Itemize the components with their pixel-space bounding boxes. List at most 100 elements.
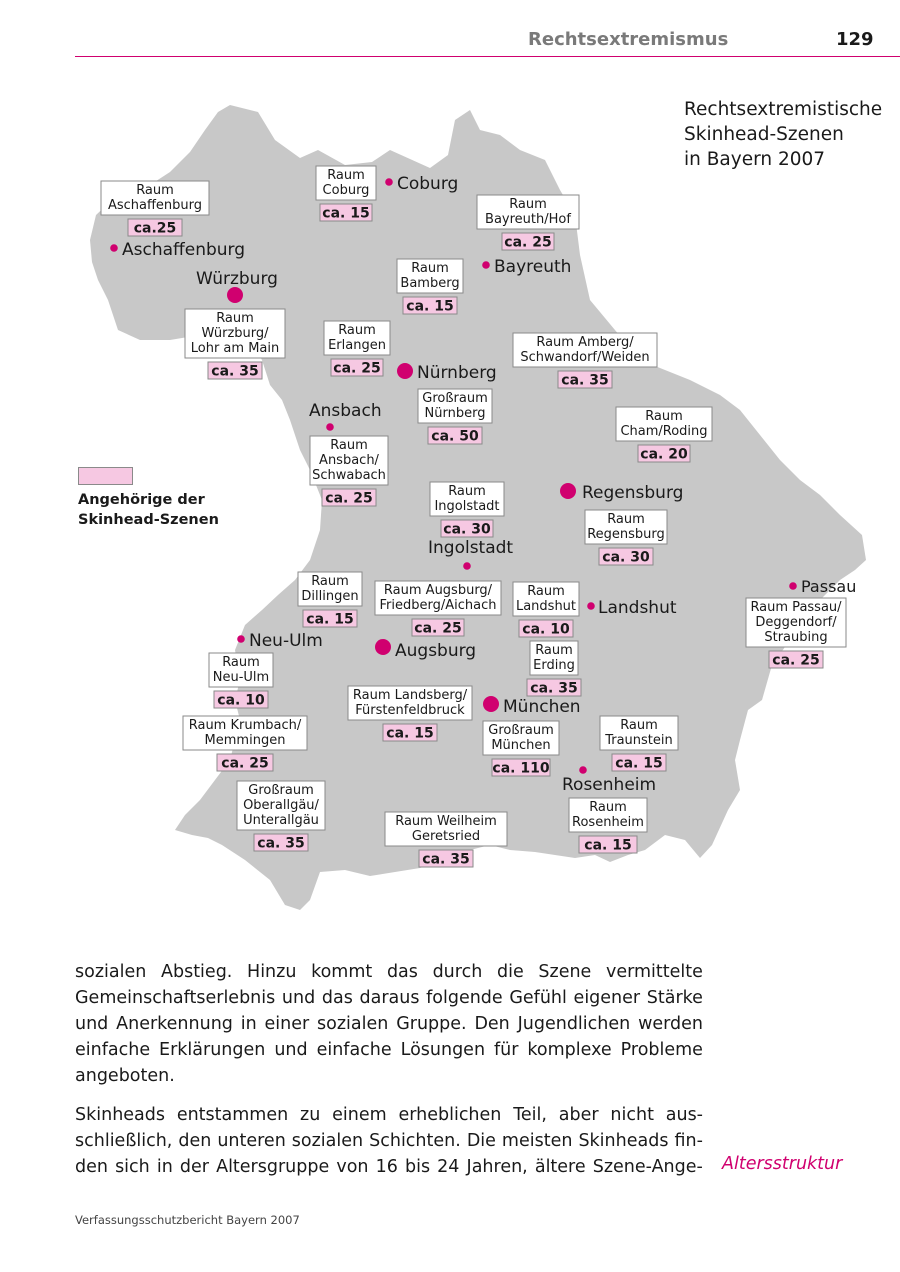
scene-label-box <box>512 581 580 617</box>
scene-label-text: Friedberg/Aichach <box>380 598 497 613</box>
scene-label-box <box>208 652 274 688</box>
scene-label-text: Geretsried <box>412 829 480 844</box>
scene-label-text: Lohr am Main <box>191 341 279 356</box>
scene-label-text: Großraum <box>248 783 314 798</box>
scene-label-box <box>315 165 377 201</box>
city-label: Rosenheim <box>562 775 656 795</box>
scene-label-text: Oberallgäu/ <box>243 798 319 813</box>
scene-label-text: Nürnberg <box>425 406 486 421</box>
scene-label-box <box>417 388 493 424</box>
scene-marker: Raum Landsberg/Fürstenfeldbruck ca. 15 <box>347 685 473 742</box>
city-label: Regensburg <box>582 483 683 503</box>
scene-label-text: Raum Krumbach/ <box>189 718 302 733</box>
scene-count-box <box>382 723 438 742</box>
scene-marker: Raum Passau/Deggendorf/Straubing ca. 25 <box>745 597 847 669</box>
scene-label-text: Traunstein <box>604 733 673 748</box>
city-marker <box>397 363 413 379</box>
running-head-section: Rechtsextremismus <box>528 29 729 50</box>
scene-count-text: ca. 15 <box>386 726 433 742</box>
scene-count-box <box>411 618 465 637</box>
scene-label-text: Straubing <box>764 630 827 645</box>
scene-label-box <box>584 509 668 545</box>
city-marker <box>579 766 587 774</box>
text-line: sozialen Abstieg. Hinzu kommt das durch die Sze… <box>75 962 703 982</box>
scene-count-box <box>207 361 263 380</box>
paragraph-1: sozialen Abstieg. Hinzu kommt das durch die Sze… <box>75 959 703 1089</box>
city-marker <box>587 602 595 610</box>
scene-count-box <box>526 678 582 697</box>
scene-label-box <box>309 435 389 486</box>
scene-label-text: Erlangen <box>328 338 386 353</box>
scene-label-text: Raum <box>620 718 658 733</box>
scene-label-box <box>184 308 286 359</box>
map-title: Rechtsextremistische Skinhead-Szenen in … <box>684 97 882 172</box>
scene-label-text: Bayreuth/Hof <box>485 212 571 227</box>
scene-label-text: Raum Passau/ <box>750 600 842 615</box>
scene-label-text: Raum <box>136 183 174 198</box>
scene-label-text: Raum <box>216 311 254 326</box>
scene-count-text: ca. 35 <box>422 852 469 868</box>
scene-label-text: Aschaffenburg <box>108 198 202 213</box>
scene-count-text: ca. 25 <box>772 653 819 669</box>
scene-count-box <box>440 519 494 538</box>
scene-label-text: Schwabach <box>312 468 386 483</box>
scene-marker: Raum Krumbach/Memmingen ca. 25 <box>182 715 308 772</box>
scene-label-text: Raum <box>311 574 349 589</box>
scene-count-box <box>127 218 183 237</box>
city-marker <box>375 639 391 655</box>
scene-label-text: Deggendorf/ <box>755 615 837 630</box>
scene-label-box <box>347 685 473 721</box>
scene-count-text: ca. 35 <box>561 373 608 389</box>
scene-label-box <box>297 571 363 607</box>
scene-count-text: ca. 10 <box>217 693 265 709</box>
scene-label-text: Raum <box>509 197 547 212</box>
scene-label-text: Raum <box>338 323 376 338</box>
scene-label-box <box>429 481 505 517</box>
scene-label-text: Raum <box>535 643 573 658</box>
scene-label-text: Ingolstadt <box>434 499 499 514</box>
scene-label-box <box>396 258 464 294</box>
scene-count-box <box>518 619 574 638</box>
scene-count-text: ca. 10 <box>522 622 570 638</box>
scene-label-box <box>323 320 391 356</box>
scene-count-text: ca. 50 <box>431 429 479 445</box>
scene-label-text: Raum Amberg/ <box>536 335 634 350</box>
text-line: schließlich, den unteren sozialen Schichten.… <box>75 1131 703 1151</box>
scene-count-box <box>418 849 474 868</box>
scene-count-text: ca. 25 <box>333 361 380 377</box>
scene-label-box <box>745 597 847 648</box>
scene-label-box <box>182 715 308 751</box>
margin-note: Altersstruktur <box>722 1154 843 1174</box>
text-line: den sich in der Altersgruppe von 16 bis 24 Jahren… <box>75 1157 703 1177</box>
scene-count-box <box>330 358 384 377</box>
scene-count-text: ca. 15 <box>406 299 453 315</box>
scene-label-text: Raum <box>607 512 645 527</box>
scene-label-text: Cham/Roding <box>620 424 707 439</box>
scene-count-box <box>253 833 309 852</box>
city-label: Augsburg <box>395 641 476 661</box>
city-label: Passau <box>801 577 856 596</box>
city-marker <box>227 287 243 303</box>
scene-count-box <box>501 232 555 251</box>
scene-label-text: Coburg <box>323 183 370 198</box>
city-label: Neu-Ulm <box>249 631 323 651</box>
scene-label-text: Bamberg <box>400 276 459 291</box>
header-rule <box>75 56 900 57</box>
scene-label-text: Fürstenfeldbruck <box>355 703 465 718</box>
scene-count-text: ca. 20 <box>640 447 688 463</box>
